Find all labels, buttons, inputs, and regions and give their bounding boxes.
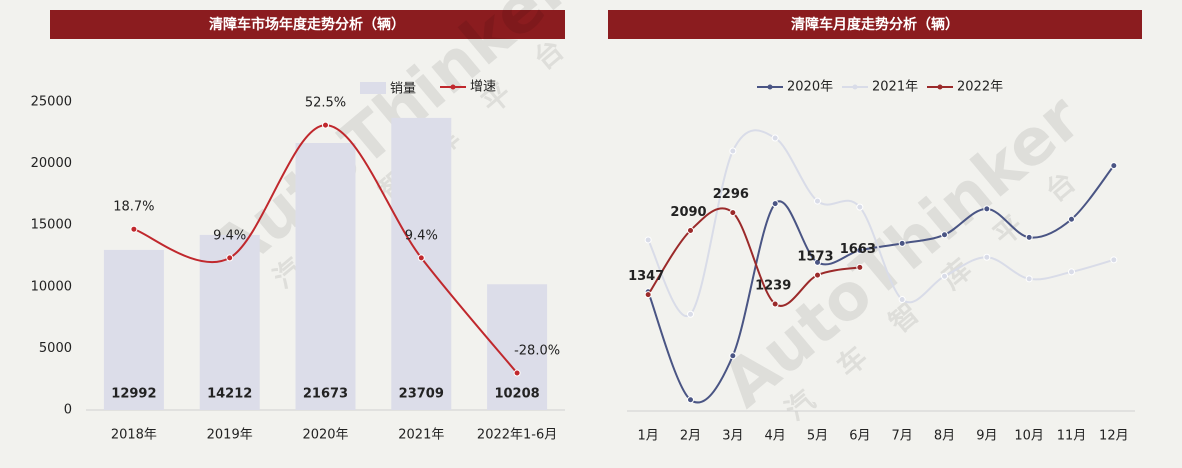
x-tick-label: 4月 [765, 429, 786, 444]
point [1068, 215, 1075, 223]
legend-label: 2020年 [787, 80, 833, 95]
y-tick-label: 20000 [31, 156, 72, 171]
x-tick-label: 12月 [1099, 429, 1129, 444]
bar [487, 284, 548, 410]
x-tick-label: 2019年 [207, 428, 253, 443]
legend-swatch [450, 84, 456, 90]
data-label: 2090 [670, 205, 706, 220]
point [687, 310, 694, 318]
point [856, 203, 864, 211]
x-tick-label: 2022年1-6月 [477, 428, 557, 443]
point [729, 147, 737, 155]
point [771, 200, 779, 208]
point [941, 272, 948, 280]
point [983, 205, 991, 213]
data-label: 12992 [111, 387, 156, 402]
point [856, 263, 864, 271]
point [1025, 275, 1033, 283]
data-label: 9.4% [213, 228, 246, 243]
data-label: 10208 [494, 387, 539, 402]
title-bar [608, 10, 1142, 39]
point [898, 296, 906, 304]
y-tick-label: 25000 [31, 95, 72, 110]
x-tick-label: 11月 [1057, 429, 1087, 444]
point [513, 369, 521, 377]
x-tick-label: 7月 [892, 429, 913, 444]
legend-swatch [852, 84, 858, 90]
point [322, 121, 329, 129]
legend-label: 2022年 [957, 80, 1003, 95]
data-label: 1573 [797, 250, 833, 265]
data-label: 2296 [713, 187, 749, 202]
data-label: 21673 [303, 387, 348, 402]
point [1110, 162, 1118, 170]
bar [103, 249, 164, 410]
y-tick-label: 5000 [39, 341, 72, 356]
data-label: 9.4% [405, 228, 438, 243]
point [814, 258, 821, 266]
point [771, 300, 779, 308]
point [729, 209, 737, 217]
x-tick-label: 9月 [976, 429, 997, 444]
x-tick-label: 6月 [849, 429, 870, 444]
point [644, 291, 652, 299]
point [1110, 256, 1118, 264]
point [941, 231, 948, 239]
legend-label: 销量 [390, 82, 416, 97]
x-tick-label: 2018年 [111, 428, 157, 443]
x-tick-label: 3月 [722, 429, 743, 444]
x-tick-label: 2月 [680, 429, 701, 444]
y-tick-label: 10000 [31, 279, 72, 294]
legend-label: 增速 [470, 80, 496, 95]
point [983, 253, 991, 261]
x-tick-label: 2020年 [302, 428, 348, 443]
point [1025, 233, 1033, 241]
point [771, 134, 779, 142]
data-label: 1239 [755, 278, 791, 293]
point [644, 236, 652, 244]
data-label: 23709 [399, 387, 444, 402]
point [814, 271, 821, 279]
point [687, 396, 694, 404]
legend-swatch [767, 84, 773, 90]
x-tick-label: 10月 [1014, 429, 1044, 444]
point [729, 352, 737, 360]
x-tick-label: 5月 [807, 429, 828, 444]
bar [295, 142, 356, 410]
point [856, 246, 864, 254]
watermark-text: AutoThinker [709, 81, 1096, 422]
data-label: -28.0% [514, 344, 560, 359]
legend-swatch [937, 84, 943, 90]
data-label: 1663 [840, 242, 876, 257]
legend-swatch [360, 82, 386, 94]
y-tick-label: 15000 [31, 218, 72, 233]
point [1068, 268, 1075, 276]
point [898, 239, 906, 247]
x-tick-label: 1月 [638, 429, 659, 444]
point [417, 254, 425, 262]
data-label: 14212 [207, 387, 252, 402]
point [687, 226, 694, 234]
y-tick-label: 0 [64, 403, 72, 418]
x-tick-label: 2021年 [398, 428, 444, 443]
point [814, 197, 821, 205]
data-label: 1347 [628, 269, 664, 284]
bar [391, 117, 452, 410]
bar [199, 234, 260, 410]
chart-title: 清障车市场年度走势分析（辆） [209, 16, 405, 33]
legend-label: 2021年 [872, 80, 918, 95]
title-bar [50, 10, 565, 39]
x-tick-label: 8月 [934, 429, 955, 444]
point [130, 225, 138, 233]
chart-title: 清障车月度走势分析（辆） [791, 16, 959, 33]
data-label: 52.5% [305, 96, 346, 111]
point [226, 254, 234, 262]
data-label: 18.7% [113, 200, 154, 215]
